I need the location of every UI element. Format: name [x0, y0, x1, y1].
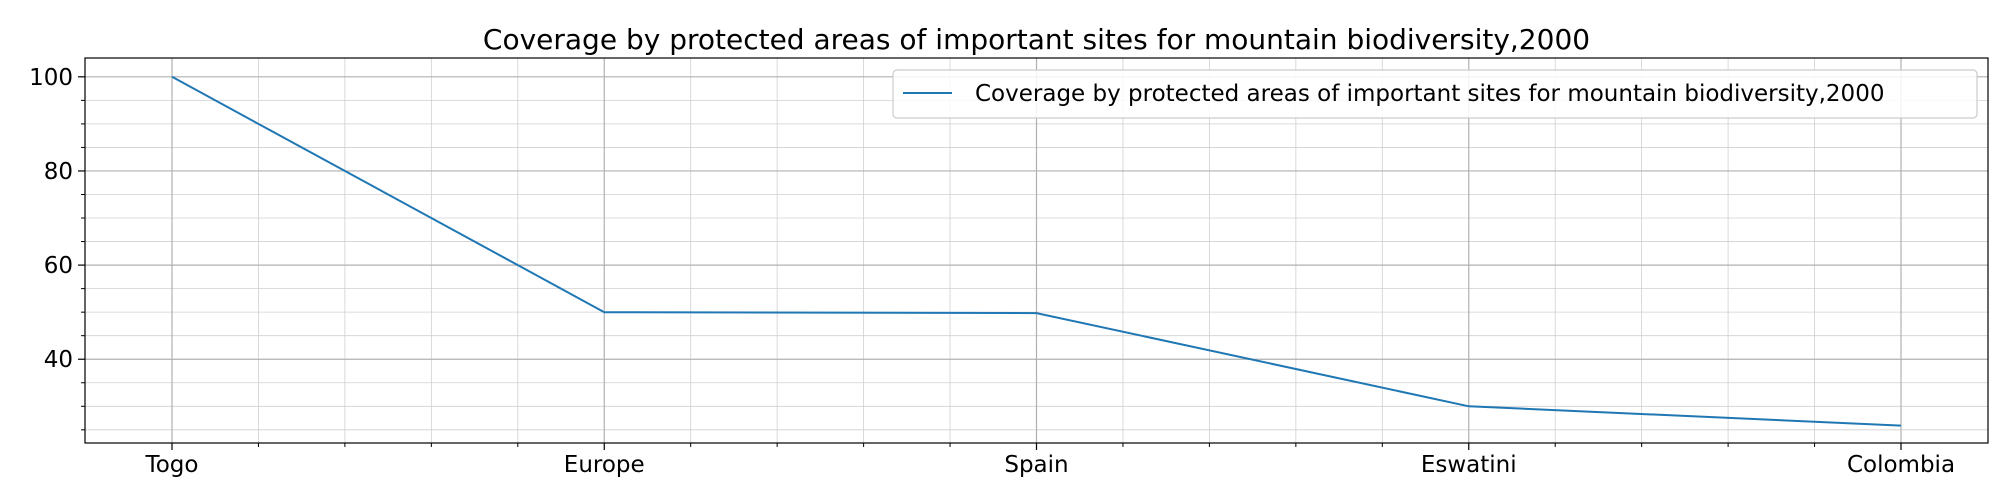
- y-tick-label: 100: [29, 65, 73, 91]
- legend: Coverage by protected areas of important…: [892, 69, 1978, 119]
- x-tick-label: Eswatini: [1421, 452, 1517, 478]
- x-tick-label: Europe: [564, 452, 645, 478]
- x-tick-label: Colombia: [1847, 452, 1955, 478]
- legend-label: Coverage by protected areas of important…: [975, 81, 1884, 107]
- x-tick-label: Spain: [1004, 452, 1068, 478]
- series-layer: [171, 75, 1902, 427]
- y-tick-label: 80: [44, 159, 73, 185]
- y-tick-label: 60: [44, 253, 73, 279]
- y-tick-label: 40: [44, 347, 73, 373]
- legend-box: [892, 69, 1978, 119]
- axis-ticks: Togo Europe Spain Eswatini Colombia 40 60 80 100: [29, 65, 1955, 478]
- chart-title: Coverage by protected areas of important…: [483, 23, 1590, 56]
- x-tick-label: Togo: [145, 452, 199, 478]
